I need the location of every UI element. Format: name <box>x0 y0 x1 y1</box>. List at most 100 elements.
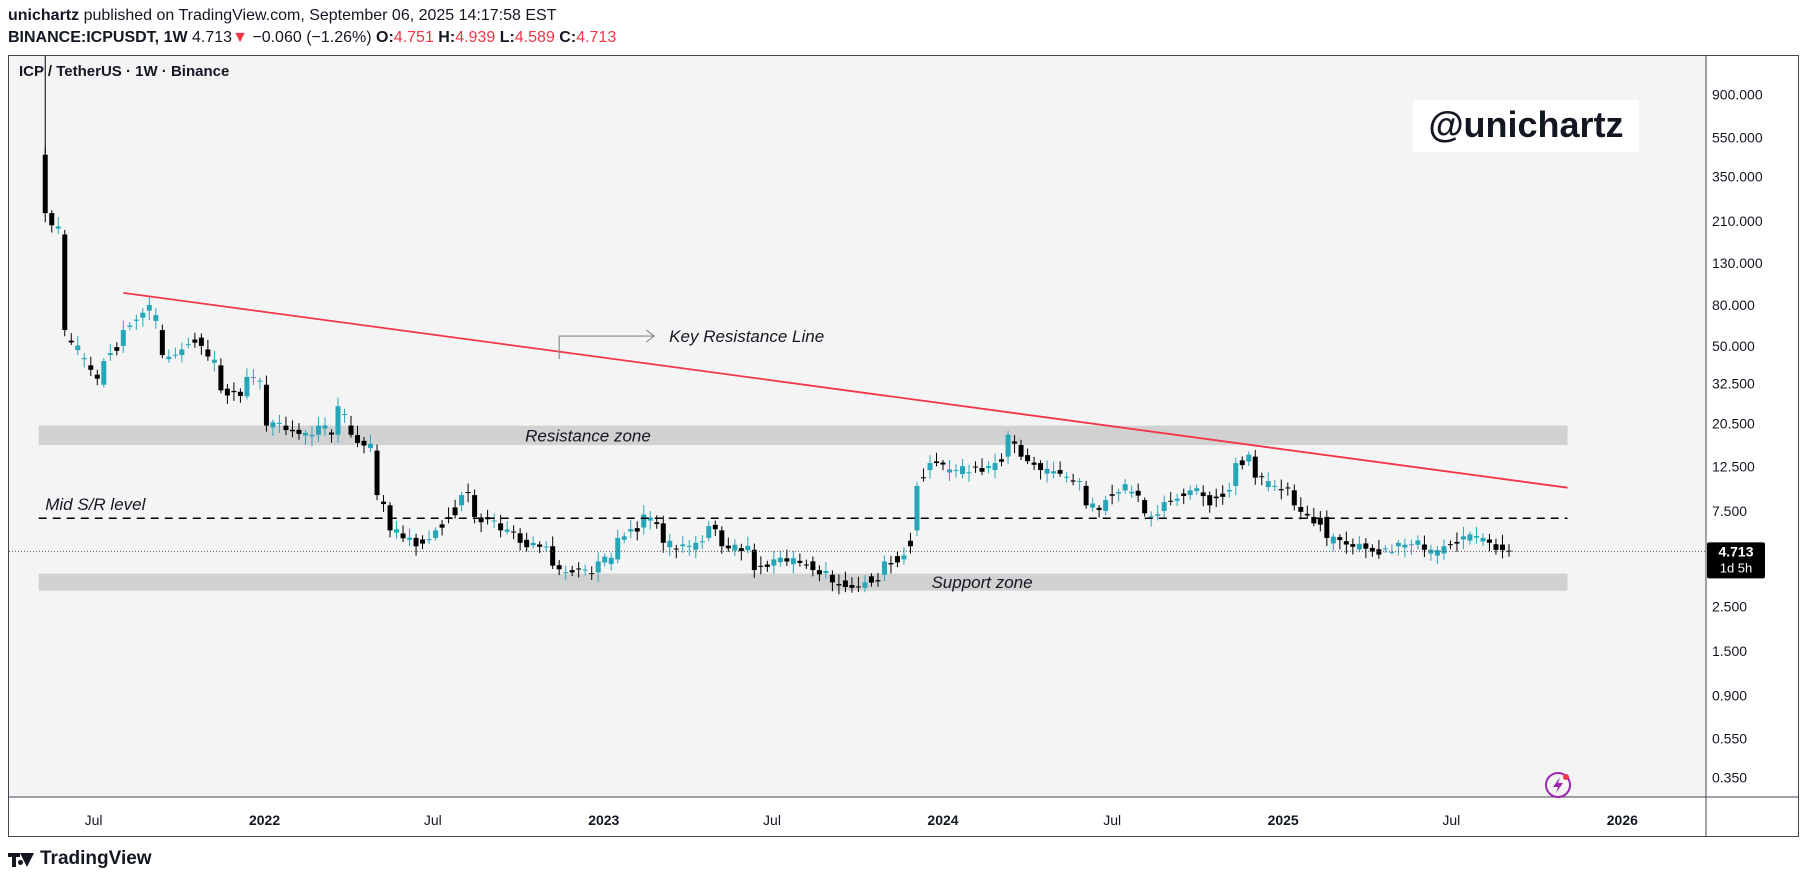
candle-body[interactable] <box>615 537 621 560</box>
candle-body[interactable] <box>1480 537 1486 542</box>
author-name[interactable]: unichartz <box>8 7 80 24</box>
candle-body[interactable] <box>1506 550 1512 552</box>
candle-body[interactable] <box>608 557 614 564</box>
candle-body[interactable] <box>159 330 165 356</box>
candle-body[interactable] <box>537 544 543 547</box>
candle-body[interactable] <box>1207 495 1213 506</box>
candle-body[interactable] <box>114 347 120 351</box>
candle-body[interactable] <box>556 565 562 570</box>
candle-body[interactable] <box>563 572 569 574</box>
candle-body[interactable] <box>439 524 445 528</box>
candle-body[interactable] <box>1291 490 1297 506</box>
candle-body[interactable] <box>719 530 725 547</box>
candle-body[interactable] <box>504 529 510 532</box>
candle-body[interactable] <box>511 531 517 533</box>
candle-body[interactable] <box>1109 494 1115 496</box>
candle-body[interactable] <box>914 485 920 531</box>
candle-body[interactable] <box>1337 537 1343 541</box>
candle-body[interactable] <box>1200 492 1206 497</box>
candle-body[interactable] <box>1090 503 1096 508</box>
candle-body[interactable] <box>270 422 276 428</box>
candle-body[interactable] <box>550 546 556 566</box>
candle-body[interactable] <box>1213 496 1219 499</box>
candle-body[interactable] <box>335 406 341 435</box>
candle-body[interactable] <box>1311 516 1317 524</box>
candle-body[interactable] <box>1317 517 1323 525</box>
candle-body[interactable] <box>328 432 334 435</box>
candle-body[interactable] <box>1376 549 1382 555</box>
candle-body[interactable] <box>1057 470 1063 474</box>
candle-body[interactable] <box>1324 516 1330 538</box>
candle-body[interactable] <box>745 545 751 551</box>
candle-body[interactable] <box>1441 546 1447 554</box>
candle-body[interactable] <box>1428 549 1434 554</box>
candle-body[interactable] <box>947 469 953 473</box>
candle-body[interactable] <box>777 557 783 563</box>
candle-body[interactable] <box>361 440 367 446</box>
candle-body[interactable] <box>790 558 796 565</box>
candle-body[interactable] <box>224 388 230 396</box>
candle-body[interactable] <box>250 377 256 379</box>
time-axis[interactable]: Jul 2022 Jul 2023 Jul 2024 Jul 2025 Jul 2026 <box>85 812 1639 828</box>
candle-body[interactable] <box>888 562 894 565</box>
candle-body[interactable] <box>1265 481 1271 488</box>
candle-body[interactable] <box>179 349 185 356</box>
candle-body[interactable] <box>94 374 100 379</box>
candle-body[interactable] <box>628 529 634 532</box>
candle-body[interactable] <box>140 312 146 318</box>
candle-body[interactable] <box>205 349 211 357</box>
candle-body[interactable] <box>842 580 848 588</box>
candle-body[interactable] <box>218 365 224 391</box>
candle-body[interactable] <box>478 517 484 523</box>
candle-body[interactable] <box>211 359 217 363</box>
candle-body[interactable] <box>1415 540 1421 545</box>
candle-body[interactable] <box>1493 544 1499 550</box>
candle-body[interactable] <box>855 586 861 588</box>
candle-body[interactable] <box>283 425 289 431</box>
candle-body[interactable] <box>146 305 152 311</box>
candle-body[interactable] <box>88 365 94 370</box>
candle-body[interactable] <box>973 466 979 468</box>
candle-body[interactable] <box>1382 548 1388 550</box>
candle-body[interactable] <box>452 507 458 516</box>
candle-body[interactable] <box>543 546 549 548</box>
candle-body[interactable] <box>784 558 790 562</box>
candle-body[interactable] <box>1168 500 1174 502</box>
candle-body[interactable] <box>764 564 770 567</box>
candle-body[interactable] <box>758 565 764 567</box>
candle-body[interactable] <box>836 584 842 586</box>
candle-body[interactable] <box>49 213 55 226</box>
candle-body[interactable] <box>1369 547 1375 552</box>
candle-body[interactable] <box>595 561 601 573</box>
candle-body[interactable] <box>1285 487 1291 489</box>
candle-body[interactable] <box>498 523 504 531</box>
candle-body[interactable] <box>589 573 595 575</box>
candle-body[interactable] <box>1421 544 1427 550</box>
candle-body[interactable] <box>732 544 738 551</box>
candle-body[interactable] <box>803 564 809 566</box>
candle-body[interactable] <box>1434 550 1440 556</box>
support-zone[interactable] <box>38 573 1568 591</box>
candle-body[interactable] <box>992 463 998 471</box>
candle-body[interactable] <box>1395 542 1401 547</box>
candle-body[interactable] <box>927 463 933 471</box>
candle-body[interactable] <box>1135 490 1141 496</box>
candle-body[interactable] <box>1298 507 1304 512</box>
candle-body[interactable] <box>1044 468 1050 474</box>
candle-body[interactable] <box>680 544 686 547</box>
candle-body[interactable] <box>823 570 829 574</box>
tradingview-logo[interactable]: TradingView <box>8 848 152 870</box>
candle-body[interactable] <box>1064 476 1070 478</box>
candle-body[interactable] <box>101 361 107 385</box>
candle-body[interactable] <box>1025 455 1031 462</box>
candle-body[interactable] <box>986 466 992 469</box>
candle-body[interactable] <box>862 582 868 588</box>
candle-body[interactable] <box>1083 485 1089 506</box>
candle-body[interactable] <box>1467 534 1473 541</box>
candle-body[interactable] <box>1077 480 1083 482</box>
candle-body[interactable] <box>1233 463 1239 486</box>
candle-body[interactable] <box>55 226 61 229</box>
candle-body[interactable] <box>368 443 374 448</box>
candle-body[interactable] <box>602 556 608 563</box>
candle-body[interactable] <box>107 353 113 355</box>
